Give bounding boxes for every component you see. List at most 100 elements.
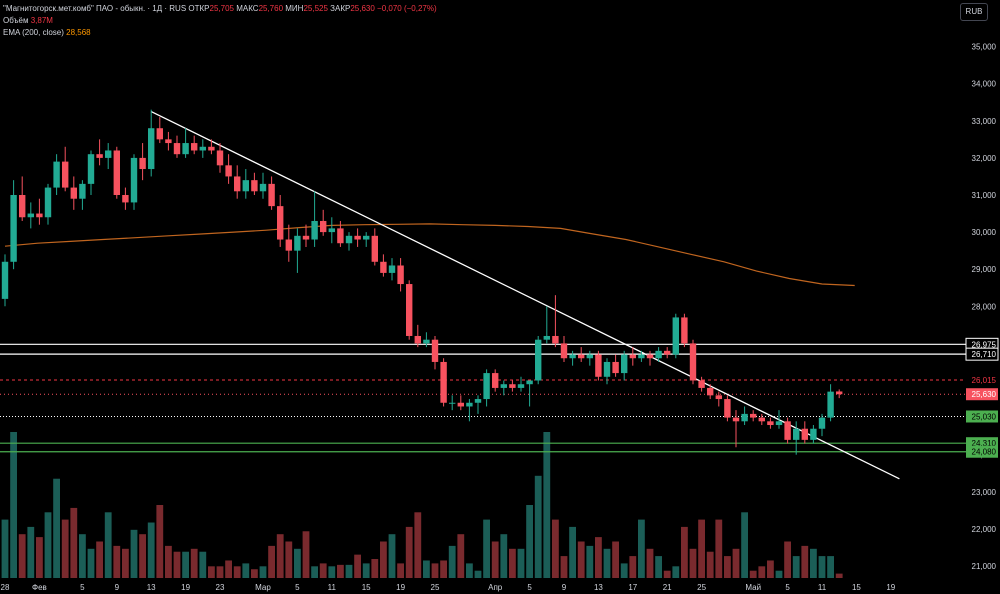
candle-body [148, 128, 155, 170]
volume-bar [457, 534, 465, 578]
volume-bar [285, 541, 293, 578]
x-tick-label: Апр [488, 583, 503, 592]
legend-volume-row[interactable]: Объём 3,87M [3, 15, 437, 27]
candle-body [646, 354, 654, 359]
high-label: МАКС [236, 4, 259, 13]
volume-bar [474, 570, 482, 578]
volume-bar [319, 563, 327, 578]
volume-bar [173, 551, 181, 578]
volume-bar [268, 545, 275, 578]
candle-body [517, 384, 525, 388]
volume-bar [603, 548, 611, 578]
volume-bar [276, 534, 284, 578]
volume-bar [715, 519, 723, 578]
volume-bar [827, 556, 834, 578]
y-tick-label: 21,000 [972, 562, 997, 571]
y-tick-label: 28,000 [972, 302, 997, 311]
candle-body [62, 161, 69, 188]
low-tag-box [966, 410, 998, 423]
close-label: ЗАКР [330, 4, 351, 13]
x-tick-label: 19 [886, 583, 895, 592]
x-tick-label: Мар [255, 583, 271, 592]
volume-bar [397, 563, 404, 578]
candle-body [638, 354, 645, 359]
y-tick-label: 22,000 [972, 525, 997, 534]
volume-bar [612, 541, 619, 578]
candle-body [414, 335, 421, 344]
candle-body [569, 354, 576, 359]
candle-body [122, 195, 129, 203]
high-value: 25,760 [258, 4, 284, 13]
last-price-tag-box [966, 388, 998, 401]
candle-body [552, 335, 559, 344]
candle-body [388, 265, 396, 273]
candle-body [810, 428, 817, 440]
candle-body [621, 354, 628, 374]
volume-bar [414, 512, 422, 578]
low-label: МИН [285, 4, 304, 13]
candle-body [406, 284, 413, 336]
volume-bar [405, 526, 413, 578]
candle-body [483, 373, 490, 400]
candle-body [105, 150, 112, 158]
candle-body [827, 391, 834, 418]
volume-bar [629, 556, 637, 578]
y-tick-label: 34,000 [972, 80, 997, 89]
volume-bar [483, 519, 490, 578]
x-tick-label: 19 [396, 583, 405, 592]
legend-ema-row[interactable]: EMA (200, close) 28,568 [3, 27, 437, 39]
volume-label: Объём [3, 16, 29, 25]
candle-body [354, 235, 361, 240]
x-tick-label: 15 [852, 583, 861, 592]
volume-bar [706, 551, 714, 578]
candle-body [681, 317, 688, 344]
level-tag: 24,080 [972, 448, 997, 457]
level-tag-box [965, 347, 999, 361]
candle-body [53, 161, 60, 188]
candle-body [311, 220, 318, 240]
volume-bar [466, 563, 473, 578]
x-tick-label: 5 [527, 583, 532, 592]
volume-bar [818, 556, 826, 578]
candle-body [363, 235, 370, 240]
level-tag: 26,710 [972, 350, 997, 359]
open-label: ОТКР [188, 4, 210, 13]
volume-bar [147, 522, 155, 578]
volume-bar [182, 551, 189, 578]
last-price-tag: 25,630 [972, 390, 997, 399]
volume-bar [775, 570, 783, 578]
volume-bar [448, 545, 456, 578]
volume-bar [259, 566, 267, 578]
candle-body [182, 143, 189, 155]
candle-body [750, 413, 757, 418]
x-tick-label: 11 [328, 583, 337, 592]
x-tick-label: 23 [216, 583, 225, 592]
candle-body [87, 154, 95, 184]
candle-body [784, 421, 791, 440]
volume-bar [534, 475, 542, 578]
volume-bar [87, 548, 95, 578]
candle-body [320, 220, 327, 233]
x-tick-label: 13 [594, 583, 603, 592]
candle-body [130, 157, 138, 203]
volume-bar [724, 556, 731, 578]
candle-body [19, 195, 26, 218]
symbol-label[interactable]: "Магнитогорск.мет.комб" ПАО - обыкн. · 1… [3, 4, 187, 13]
volume-bar [388, 534, 396, 578]
candle-body [741, 413, 748, 422]
volume-bar [801, 545, 809, 578]
volume-bar [345, 564, 353, 578]
trend-line [150, 110, 900, 480]
volume-bar [741, 512, 748, 578]
currency-button[interactable]: RUB [960, 3, 988, 21]
candle-body [672, 317, 679, 355]
volume-bar [53, 478, 60, 578]
volume-bar [311, 566, 318, 578]
low-value: 25,525 [303, 4, 328, 13]
volume-bar [638, 519, 645, 578]
x-tick-label: 5 [295, 583, 300, 592]
volume-bar [122, 548, 129, 578]
candle-body [431, 339, 439, 362]
